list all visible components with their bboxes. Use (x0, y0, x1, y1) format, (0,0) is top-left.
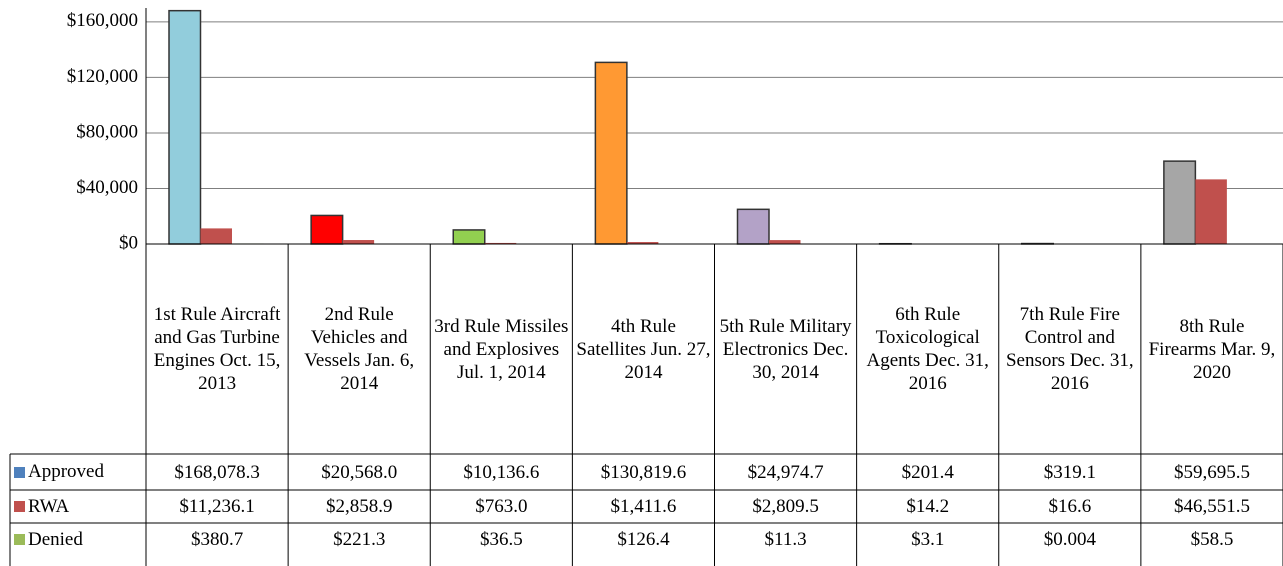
table-value: $763.0 (475, 496, 528, 517)
y-tick-label: $160,000 (67, 10, 138, 31)
category-label: 5th Rule Military Electronics Dec. 30, 2… (719, 315, 852, 383)
table-value: $10,136.6 (463, 461, 540, 483)
table-value: $3.1 (911, 529, 945, 550)
table-value: $14.2 (906, 496, 950, 517)
bar (1163, 160, 1197, 245)
table-value: $2,809.5 (752, 496, 819, 517)
legend-label: Approved (28, 461, 104, 482)
bar (342, 240, 375, 244)
legend-entry: RWA (10, 490, 146, 523)
table-value: $1,411.6 (610, 496, 677, 517)
y-tick-label: $80,000 (76, 121, 138, 142)
category-label: 4th Rule Satellites Jun. 27, 2014 (576, 315, 711, 383)
table-value: $319.1 (1043, 461, 1096, 483)
table-value: $11,236.1 (179, 496, 255, 517)
table-value: $11.3 (764, 529, 807, 550)
table-value: $0.004 (1043, 529, 1096, 550)
bar (1195, 179, 1227, 244)
table-value: $380.7 (190, 529, 244, 550)
y-tick-label: $40,000 (76, 177, 138, 198)
legend-entry: Denied (10, 523, 146, 556)
table-value: $168,078.3 (174, 461, 260, 483)
category-label: 8th Rule Firearms Mar. 9, 2020 (1148, 315, 1276, 383)
category-label: 6th Rule Toxicological Agents Dec. 31, 2… (866, 304, 989, 394)
legend-entry: Approved (10, 454, 146, 490)
legend-label: Denied (28, 528, 83, 550)
table-value: $46,551.5 (1173, 496, 1250, 517)
bar (626, 242, 659, 244)
bar (484, 242, 517, 244)
bar (769, 240, 801, 244)
table-value: $58.5 (1190, 529, 1234, 550)
table-value: $16.6 (1048, 496, 1092, 517)
legend-key (14, 501, 25, 512)
table-value: $201.4 (901, 461, 954, 483)
table-value: $221.3 (333, 529, 386, 550)
y-tick-label: $120,000 (67, 66, 138, 87)
bar (310, 214, 344, 245)
table-value: $36.5 (479, 529, 523, 550)
table-value: $24,974.7 (747, 461, 824, 483)
legend-key (14, 534, 25, 545)
category-label: 3rd Rule Missiles and Explosives Jul. 1,… (434, 315, 569, 383)
y-tick-label: $0 (119, 232, 138, 253)
legend-key (14, 466, 25, 478)
category-label: 7th Rule Fire Control and Sensors Dec. 3… (1005, 304, 1134, 394)
table-value: $20,568.0 (321, 461, 398, 483)
category-label: 2nd Rule Vehicles and Vessels Jan. 6, 20… (304, 304, 415, 394)
bar (736, 208, 770, 245)
bar (452, 229, 486, 245)
table-value: $2,858.9 (325, 496, 393, 517)
category-label: 1st Rule Aircraft and Gas Turbine Engine… (153, 304, 281, 394)
bar (200, 228, 232, 244)
legend-label: RWA (28, 495, 70, 517)
table-value: $126.4 (617, 529, 670, 550)
table-value: $59,695.5 (1173, 461, 1250, 483)
bar (168, 9, 202, 245)
table-value: $130,819.6 (600, 461, 687, 483)
bar (594, 61, 628, 245)
